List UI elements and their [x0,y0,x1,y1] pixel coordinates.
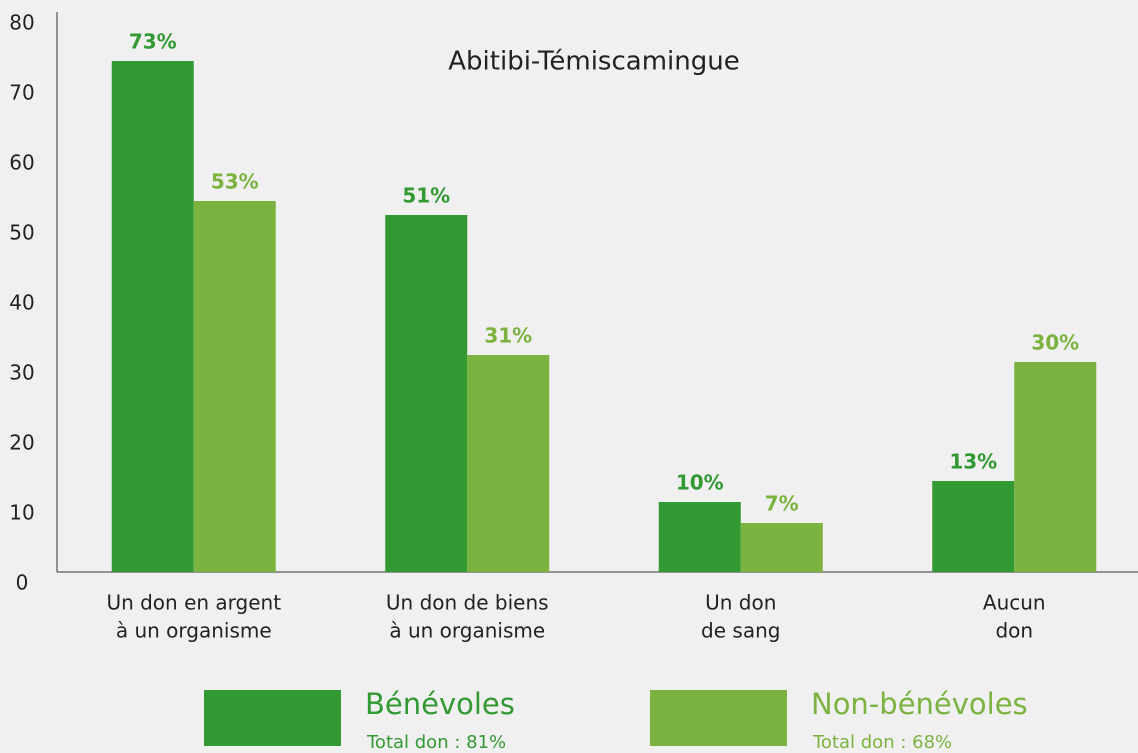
legend-swatch [204,690,341,746]
value-label: 10% [676,471,724,495]
y-tick-label: 20 [9,431,34,455]
legend-label: Non-bénévoles [811,687,1028,721]
y-tick-label: 40 [9,291,34,315]
y-tick-label: 0 [16,571,29,595]
x-tick-label: Aucun [983,591,1046,615]
legend-swatch [650,690,787,746]
value-label: 7% [765,492,799,516]
x-tick-label: à un organisme [389,619,545,643]
y-tick-label: 30 [9,361,34,385]
y-tick-label: 80 [9,11,34,35]
x-tick-label: Un don en argent [106,591,281,615]
value-label: 51% [402,184,450,208]
x-tick-label: don [995,619,1033,643]
bar [740,523,823,572]
bar [467,355,550,572]
x-tick-label: Un don [705,591,776,615]
x-tick-label: de sang [701,619,780,643]
bar [932,481,1015,572]
x-tick-label: à un organisme [116,619,272,643]
value-label: 31% [484,324,532,348]
bar [658,502,741,572]
value-label: 13% [949,450,997,474]
bar [385,215,468,572]
bar [193,201,276,572]
y-tick-label: 50 [9,221,34,245]
y-tick-label: 60 [9,151,34,175]
chart-title: Abitibi-Témiscamingue [448,47,739,77]
y-tick-label: 10 [9,501,34,525]
x-tick-label: Un don de biens [386,591,549,615]
legend-total: Total don : 68% [812,732,952,753]
value-label: 53% [211,170,259,194]
legend-label: Bénévoles [365,687,515,721]
bar [111,61,194,572]
legend-total: Total don : 81% [366,732,506,753]
y-tick-label: 70 [9,81,34,105]
value-label: 30% [1031,331,1079,355]
bar [1014,362,1097,572]
value-label: 73% [129,30,177,54]
